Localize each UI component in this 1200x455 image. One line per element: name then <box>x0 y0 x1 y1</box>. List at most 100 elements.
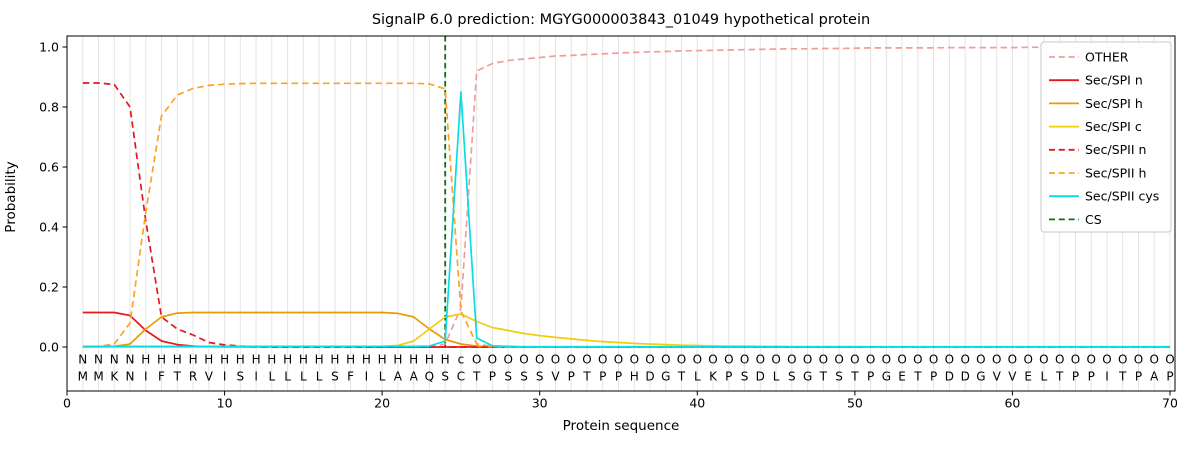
annotation-letter: H <box>220 353 229 367</box>
legend-item-sec-spi-c: Sec/SPI c <box>1049 119 1142 134</box>
sequence-letter: E <box>898 370 906 384</box>
legend-box <box>1040 41 1172 233</box>
annotation-letter: H <box>362 353 371 367</box>
legend-item-other: OTHER <box>1049 49 1129 64</box>
sequence-letter: D <box>756 370 765 384</box>
sequence-letter: L <box>268 370 275 384</box>
annotation-letter: H <box>425 353 434 367</box>
y-tick-label: 0.0 <box>39 339 59 354</box>
series-other <box>82 46 1170 348</box>
annotation-letter: O <box>834 353 843 367</box>
sequence-letter: V <box>1008 370 1017 384</box>
annotation-letter: O <box>945 353 954 367</box>
annotation-letter: O <box>866 353 875 367</box>
sequence-track: NMNMNKNNHIHFHTHRHVHIHSHIHLHLHLHLHSHFHIHL… <box>78 353 1175 384</box>
sequence-letter: T <box>1118 370 1127 384</box>
sequence-letter: R <box>189 370 197 384</box>
annotation-letter: c <box>458 353 465 367</box>
x-tick-label: 20 <box>374 396 390 411</box>
annotation-letter: O <box>913 353 922 367</box>
sequence-letter: E <box>1024 370 1032 384</box>
legend-label: Sec/SPI c <box>1085 119 1142 134</box>
legend-label: CS <box>1085 212 1102 227</box>
annotation-letter: O <box>503 353 512 367</box>
y-tick-label: 0.2 <box>39 279 59 294</box>
sequence-letter: L <box>300 370 307 384</box>
sequence-letter: L <box>284 370 291 384</box>
sequence-letter: G <box>976 370 985 384</box>
sequence-letter: K <box>709 370 718 384</box>
sequence-letter: Q <box>425 370 434 384</box>
sequence-letter: S <box>236 370 244 384</box>
annotation-letter: H <box>330 353 339 367</box>
sequence-letter: P <box>568 370 575 384</box>
annotation-letter: O <box>645 353 654 367</box>
sequence-letter: S <box>788 370 796 384</box>
sequence-letter: T <box>582 370 591 384</box>
annotation-letter: O <box>566 353 575 367</box>
annotation-letter: O <box>1149 353 1158 367</box>
sequence-letter: I <box>254 370 258 384</box>
sequence-letter: F <box>347 370 354 384</box>
sequence-letter: P <box>867 370 874 384</box>
sequence-letter: L <box>694 370 701 384</box>
sequence-letter: G <box>803 370 812 384</box>
annotation-letter: O <box>1134 353 1143 367</box>
annotation-letter: O <box>1086 353 1095 367</box>
sequence-letter: P <box>489 370 496 384</box>
annotation-letter: O <box>598 353 607 367</box>
annotation-letter: H <box>409 353 418 367</box>
annotation-letter: O <box>882 353 891 367</box>
sequence-letter: P <box>1135 370 1142 384</box>
annotation-letter: O <box>1071 353 1080 367</box>
sequence-letter: T <box>173 370 182 384</box>
annotation-letter: O <box>850 353 859 367</box>
sequence-letter: T <box>677 370 686 384</box>
annotation-letter: O <box>724 353 733 367</box>
sequence-letter: K <box>110 370 119 384</box>
sequence-letter: M <box>78 370 88 384</box>
annotation-letter: H <box>204 353 213 367</box>
series-sec-spi-h <box>82 311 1170 348</box>
annotation-letter: O <box>960 353 969 367</box>
sequence-letter: T <box>913 370 922 384</box>
annotation-letter: H <box>236 353 245 367</box>
sequence-letter: H <box>630 370 639 384</box>
sequence-letter: S <box>331 370 339 384</box>
sequence-letter: S <box>536 370 544 384</box>
sequence-letter: P <box>725 370 732 384</box>
annotation-letter: O <box>756 353 765 367</box>
x-tick-label: 60 <box>1004 396 1020 411</box>
annotation-letter: O <box>1102 353 1111 367</box>
series <box>82 46 1170 348</box>
series-sec-spii-h <box>82 82 1170 348</box>
y-tick-label: 0.4 <box>39 219 59 234</box>
sequence-letter: S <box>504 370 512 384</box>
legend: OTHER Sec/SPI n Sec/SPI h Sec/SPI c Sec/SPII… <box>1040 41 1172 233</box>
annotation-letter: H <box>141 353 150 367</box>
sequence-letter: F <box>158 370 165 384</box>
series-sec-spi-c <box>82 313 1170 348</box>
annotation-letter: O <box>472 353 481 367</box>
annotation-letter: H <box>189 353 198 367</box>
x-axis-label: Protein sequence <box>563 418 680 434</box>
y-axis-label: Probability <box>3 161 19 232</box>
annotation-letter: O <box>661 353 670 367</box>
legend-label: Sec/SPII h <box>1085 165 1146 180</box>
x-tick-label: 50 <box>847 396 863 411</box>
series-sec-spi-n <box>82 311 1170 348</box>
annotation-letter: O <box>535 353 544 367</box>
annotation-letter: O <box>551 353 560 367</box>
sequence-letter: P <box>1166 370 1173 384</box>
sequence-letter: S <box>835 370 843 384</box>
annotation-letter: H <box>157 353 166 367</box>
sequence-letter: M <box>93 370 103 384</box>
sequence-letter: S <box>741 370 749 384</box>
sequence-letter: G <box>661 370 670 384</box>
sequence-letter: A <box>410 370 419 384</box>
annotation-letter: O <box>1118 353 1127 367</box>
sequence-letter: G <box>882 370 891 384</box>
sequence-letter: A <box>1150 370 1159 384</box>
annotation-letter: O <box>693 353 702 367</box>
sequence-letter: P <box>1088 370 1095 384</box>
